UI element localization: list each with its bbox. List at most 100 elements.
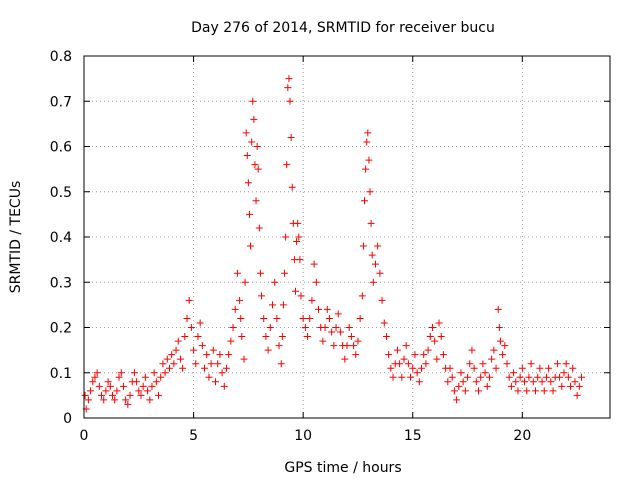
data-point <box>122 396 130 404</box>
data-point <box>481 369 489 377</box>
data-point <box>203 351 211 359</box>
data-point <box>477 373 485 381</box>
data-point <box>534 373 542 381</box>
data-point <box>529 378 537 386</box>
data-point <box>407 373 415 381</box>
data-point <box>374 242 382 250</box>
data-point <box>241 278 249 286</box>
data-point <box>135 387 143 395</box>
x-axis-label: GPS time / hours <box>284 460 401 476</box>
data-point <box>293 238 301 246</box>
data-point <box>209 346 217 354</box>
data-point <box>262 333 270 341</box>
data-point <box>247 242 255 250</box>
data-point <box>466 360 474 368</box>
data-point <box>578 373 586 381</box>
data-point <box>494 305 502 313</box>
data-point <box>398 373 406 381</box>
data-point <box>245 210 253 218</box>
y-tick-label: 0.6 <box>50 140 72 156</box>
data-point <box>567 382 575 390</box>
data-point <box>98 391 106 399</box>
data-point <box>499 351 507 359</box>
data-point <box>382 333 390 341</box>
x-tick-label: 10 <box>294 428 312 444</box>
data-point <box>356 314 364 322</box>
data-point <box>264 346 272 354</box>
data-point <box>133 378 141 386</box>
data-point <box>368 251 376 259</box>
data-point <box>273 314 281 322</box>
data-point <box>308 296 316 304</box>
data-point <box>181 333 189 341</box>
data-point <box>139 382 147 390</box>
data-point <box>323 305 331 313</box>
data-point <box>113 387 121 395</box>
data-point <box>573 391 581 399</box>
data-point <box>198 342 206 350</box>
data-point <box>192 360 200 368</box>
data-point <box>286 97 294 105</box>
data-point <box>266 324 274 331</box>
data-point <box>81 391 89 399</box>
data-point <box>253 143 261 150</box>
data-point <box>490 346 498 354</box>
data-point <box>359 242 367 250</box>
data-point <box>334 310 342 318</box>
data-point <box>240 355 248 363</box>
data-point <box>119 382 127 390</box>
data-point <box>183 314 191 322</box>
data-point <box>361 197 369 205</box>
data-point <box>457 369 465 377</box>
data-point <box>328 328 336 336</box>
data-point <box>404 360 412 368</box>
data-point <box>249 97 257 105</box>
data-point <box>507 382 515 390</box>
y-tick-label: 0.4 <box>50 230 72 246</box>
data-point <box>363 138 371 146</box>
data-point <box>187 324 195 331</box>
data-point <box>437 333 445 341</box>
data-point <box>95 382 103 390</box>
data-point <box>248 138 256 146</box>
data-point <box>378 296 386 304</box>
data-point <box>285 75 293 83</box>
data-point <box>238 333 246 341</box>
data-point <box>115 373 123 381</box>
data-point <box>562 360 570 368</box>
data-point <box>117 369 125 377</box>
data-point <box>170 360 178 368</box>
data-point <box>148 382 156 390</box>
data-point <box>521 378 529 386</box>
data-point <box>201 364 209 372</box>
data-point <box>275 342 283 350</box>
data-point <box>358 292 366 300</box>
data-point <box>108 391 116 399</box>
data-point <box>396 360 404 368</box>
x-tick-label: 15 <box>404 428 422 444</box>
data-point <box>431 337 439 345</box>
data-point <box>468 346 476 354</box>
data-point <box>299 314 307 322</box>
data-point <box>496 337 504 345</box>
y-axis-label: SRMTID / TECUs <box>8 181 24 294</box>
data-point <box>255 224 263 232</box>
data-point <box>527 360 535 368</box>
data-point <box>168 351 176 359</box>
data-point <box>393 346 401 354</box>
data-point <box>325 314 333 322</box>
data-point <box>536 364 544 372</box>
data-point <box>564 373 572 381</box>
data-point <box>222 364 230 372</box>
data-point <box>428 324 436 331</box>
data-point <box>446 364 454 372</box>
chart-title: Day 276 of 2014, SRMTID for receiver buc… <box>191 20 495 36</box>
data-point <box>531 387 539 395</box>
data-point <box>553 360 561 368</box>
data-point <box>422 360 430 368</box>
data-point <box>362 165 370 173</box>
data-point <box>352 351 360 359</box>
data-point <box>495 324 503 331</box>
plot-frame <box>83 55 611 419</box>
data-point <box>411 351 419 359</box>
